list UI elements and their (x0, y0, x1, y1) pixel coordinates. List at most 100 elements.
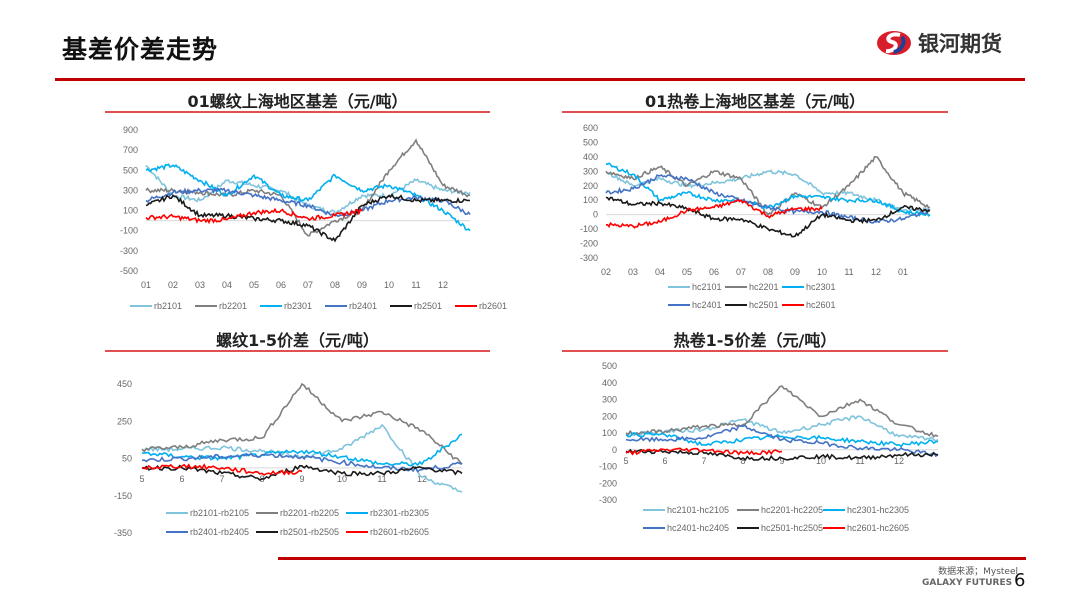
header-divider (55, 78, 1025, 81)
y-tick-label: -200 (599, 478, 617, 488)
x-tick-label: 03 (195, 280, 205, 290)
legend-label: hc2201-hc2205 (761, 505, 823, 515)
x-tick-label: 9 (299, 474, 304, 484)
x-tick-label: 11 (855, 456, 864, 466)
series-line-rb2401-rb2405 (141, 452, 463, 473)
legend-label: rb2301-rb2305 (370, 508, 429, 518)
series-line-hc2101-hc2105 (625, 415, 939, 442)
legend-label: hc2401 (692, 300, 722, 310)
y-tick-label: 450 (117, 379, 132, 389)
series-line-rb2501-rb2505 (141, 464, 463, 481)
x-tick-label: 10 (384, 280, 394, 290)
legend-label: rb2601-rb2605 (370, 527, 429, 537)
series-line-hc2601 (606, 198, 823, 229)
y-tick-label: -300 (120, 246, 138, 256)
series-line-rb2501 (145, 193, 471, 243)
x-tick-label: 12 (417, 474, 427, 484)
series-line-rb2601-rb2605 (141, 463, 303, 476)
x-tick-label: 07 (303, 280, 313, 290)
galaxy-logo-icon (877, 31, 911, 55)
x-tick-label: 06 (709, 267, 719, 277)
legend-label: hc2601-hc2605 (847, 523, 909, 533)
x-tick-label: 11 (844, 267, 853, 277)
x-tick-label: 6 (662, 456, 667, 466)
y-tick-label: 0 (612, 445, 617, 455)
y-tick-label: 600 (583, 123, 598, 133)
legend-label: hc2301-hc2305 (847, 505, 909, 515)
y-tick-label: -100 (580, 224, 598, 234)
y-tick-label: 300 (123, 185, 138, 195)
y-tick-label: 0 (593, 210, 598, 220)
y-tick-label: -100 (120, 226, 138, 236)
x-tick-label: 07 (736, 267, 746, 277)
y-tick-label: -350 (114, 528, 132, 538)
legend-label: rb2201-rb2205 (280, 508, 339, 518)
chart-divider (105, 111, 490, 113)
x-tick-label: 6 (179, 474, 184, 484)
x-tick-label: 01 (898, 267, 908, 277)
x-tick-label: 5 (139, 474, 144, 484)
y-tick-label: 500 (602, 361, 617, 371)
legend-label: rb2301 (284, 301, 312, 311)
x-tick-label: 02 (168, 280, 178, 290)
y-tick-label: 400 (583, 152, 598, 162)
series-line-rb2601 (145, 207, 363, 225)
y-tick-label: 700 (123, 145, 138, 155)
legend-label: hc2101-hc2105 (667, 505, 729, 515)
chart-title-hrc-spread: 热卷1-5价差（元/吨） (673, 331, 837, 350)
x-tick-label: 04 (655, 267, 665, 277)
series-line-rb2301-rb2305 (141, 433, 463, 467)
y-tick-label: -200 (580, 239, 598, 249)
data-source: 数据来源；Mysteel (938, 567, 1018, 577)
x-tick-label: 09 (790, 267, 800, 277)
y-tick-label: 250 (117, 416, 132, 426)
legend-label: hc2601 (806, 300, 836, 310)
y-tick-label: 900 (123, 125, 138, 135)
x-tick-label: 05 (249, 280, 259, 290)
x-tick-label: 02 (601, 267, 611, 277)
y-tick-label: 500 (123, 165, 138, 175)
x-tick-label: 09 (357, 280, 367, 290)
x-tick-label: 10 (817, 267, 827, 277)
legend-label: hc2201 (749, 282, 779, 292)
series-line-hc2301-hc2305 (625, 431, 939, 448)
x-tick-label: 12 (438, 280, 448, 290)
legend-label: hc2401-hc2405 (667, 523, 729, 533)
x-tick-label: 05 (682, 267, 692, 277)
legend-label: rb2201 (219, 301, 247, 311)
series-line-rb2201-rb2205 (141, 382, 463, 465)
series-line-rb2401 (145, 187, 471, 218)
x-tick-label: 04 (222, 280, 232, 290)
y-tick-label: 500 (583, 137, 598, 147)
x-tick-label: 9 (779, 456, 784, 466)
brand-name: 银河期货 (918, 32, 1002, 56)
x-tick-label: 12 (894, 456, 904, 466)
legend-label: hc2301 (806, 282, 836, 292)
x-tick-label: 10 (337, 474, 347, 484)
page-number: 6 (1014, 570, 1026, 591)
y-tick-label: 100 (123, 206, 138, 216)
legend-label: rb2101 (154, 301, 182, 311)
y-tick-label: -100 (599, 462, 617, 472)
y-tick-label: 200 (602, 411, 617, 421)
x-tick-label: 10 (816, 456, 826, 466)
legend-label: rb2501 (414, 301, 442, 311)
series-line-hc2201 (605, 155, 931, 217)
y-tick-label: 200 (583, 181, 598, 191)
legend-label: hc2101 (692, 282, 722, 292)
series-line-hc2501 (605, 196, 931, 238)
x-tick-label: 7 (701, 456, 706, 466)
x-tick-label: 11 (377, 474, 386, 484)
y-tick-label: 100 (583, 195, 598, 205)
y-tick-label: -300 (599, 495, 617, 505)
y-tick-label: 300 (602, 395, 617, 405)
legend-label: rb2401 (349, 301, 377, 311)
chart-divider (562, 350, 948, 352)
x-tick-label: 12 (871, 267, 881, 277)
x-tick-label: 08 (763, 267, 773, 277)
series-line-hc2601-hc2605 (625, 447, 783, 456)
series-line-hc2201-hc2205 (625, 385, 939, 438)
series-line-rb2201 (145, 138, 471, 237)
legend-label: hc2501-hc2505 (761, 523, 823, 533)
